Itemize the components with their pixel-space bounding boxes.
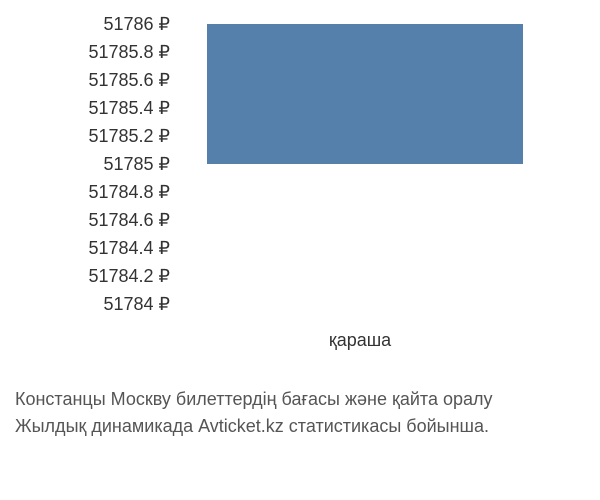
- y-tick-label: 51785.8 ₽: [0, 38, 170, 66]
- y-tick-label: 51785.6 ₽: [0, 66, 170, 94]
- y-tick-label: 51784 ₽: [0, 290, 170, 318]
- y-tick-label: 51784.2 ₽: [0, 262, 170, 290]
- chart-container: 51786 ₽ 51785.8 ₽ 51785.6 ₽ 51785.4 ₽ 51…: [0, 0, 600, 500]
- y-tick-label: 51785 ₽: [0, 150, 170, 178]
- caption-line-2: Жылдық динамикада Avticket.kz статистика…: [15, 413, 493, 440]
- y-tick-label: 51785.4 ₽: [0, 94, 170, 122]
- y-tick-label: 51784.8 ₽: [0, 178, 170, 206]
- y-tick-label: 51786 ₽: [0, 10, 170, 38]
- caption-line-1: Констанцы Москву билеттердің бағасы және…: [15, 386, 493, 413]
- y-tick-label: 51785.2 ₽: [0, 122, 170, 150]
- chart-caption: Констанцы Москву билеттердің бағасы және…: [15, 386, 493, 440]
- bar: [207, 24, 523, 164]
- plot-area: [190, 10, 530, 290]
- y-tick-label: 51784.4 ₽: [0, 234, 170, 262]
- x-axis-label: қараша: [310, 330, 410, 351]
- y-tick-label: 51784.6 ₽: [0, 206, 170, 234]
